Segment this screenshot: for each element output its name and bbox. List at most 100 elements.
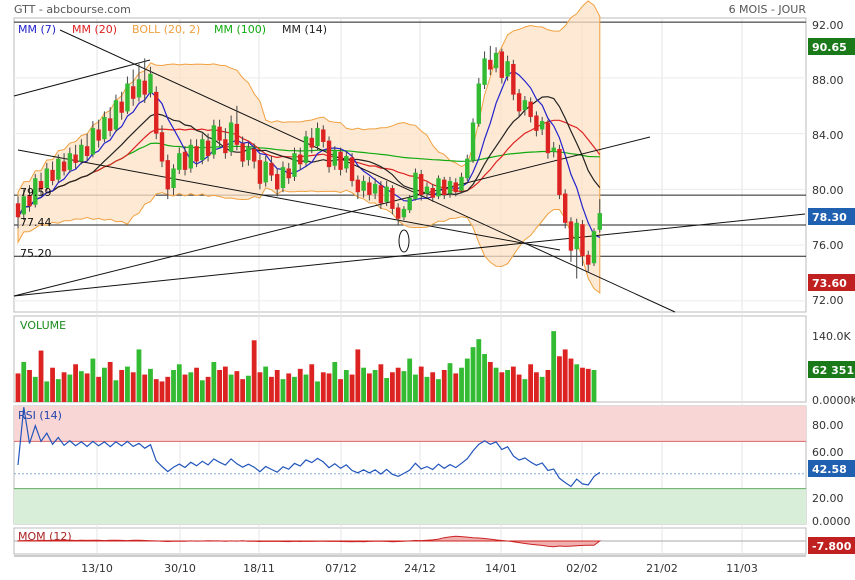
candle-body: [413, 172, 418, 200]
volume-bar-100: [585, 368, 591, 402]
candle-51: [303, 130, 309, 168]
level-label-1: 79.59: [20, 186, 52, 199]
volume-bar-69: [407, 358, 413, 402]
candle-10: [67, 147, 73, 173]
volume-bar-39: [234, 371, 240, 402]
volume-bar-29: [176, 364, 182, 402]
volume-bar-35: [211, 362, 217, 402]
candle-101: [591, 228, 597, 267]
level-label-2: 77.44: [20, 216, 52, 229]
rsi-last-box: [808, 460, 855, 477]
candle-55: [326, 136, 332, 173]
candle-body: [344, 155, 349, 169]
volume-bar-63: [372, 370, 378, 402]
candle-29: [177, 147, 182, 175]
candle-5: [38, 172, 44, 195]
mm20-line: [17, 119, 601, 218]
candle-body: [309, 137, 314, 148]
candle-1: [15, 196, 21, 229]
volume-bar-24: [148, 368, 153, 402]
candle-20: [125, 76, 130, 115]
volume-bar-64: [378, 364, 384, 402]
volume-bar-99: [580, 367, 585, 402]
candle-body: [419, 174, 424, 195]
candle-89: [522, 96, 528, 116]
volume-bar-46: [274, 370, 280, 402]
candle-54: [321, 125, 326, 148]
candle-body: [171, 168, 176, 188]
volume-bar-4: [32, 376, 38, 402]
candle-15: [96, 119, 101, 148]
candle-body: [482, 58, 487, 85]
candle-body: [56, 158, 61, 180]
candle-46: [275, 168, 280, 197]
candle-body: [470, 122, 476, 161]
volume-bar-36: [217, 370, 222, 402]
volume-bar-12: [78, 371, 84, 402]
candle-28: [171, 164, 176, 195]
legend-mm14: MM (14): [282, 23, 327, 36]
candle-body: [257, 160, 263, 184]
x-tick-1: 13/10: [81, 562, 113, 575]
high-marker-value: 90.65: [812, 41, 847, 54]
candle-body: [401, 208, 407, 218]
candle-body: [447, 181, 453, 194]
candle-body: [38, 181, 44, 190]
candle-body: [332, 150, 337, 166]
volume-bar-49: [292, 376, 297, 402]
trend-line-4: [59, 29, 676, 313]
candle-98: [574, 218, 579, 279]
candle-6: [44, 162, 49, 191]
candle-body: [298, 154, 303, 165]
candle-80: [470, 118, 476, 163]
candle-body: [597, 213, 602, 230]
candle-32: [194, 139, 199, 168]
candle-body: [493, 52, 499, 69]
candle-100: [586, 250, 591, 272]
rsi-tick-0: 0.0000: [812, 515, 851, 528]
volume-bar-90: [528, 364, 534, 402]
volume-bar-33: [199, 380, 205, 402]
candle-72: [424, 182, 430, 198]
volume-bar-66: [390, 372, 395, 402]
candle-86: [505, 55, 510, 81]
candle-48: [286, 162, 291, 184]
candle-58: [344, 151, 349, 173]
candle-40: [240, 136, 245, 168]
candle-body: [563, 193, 568, 223]
candle-body: [459, 176, 464, 191]
volume-bar-80: [470, 347, 476, 402]
low-marker-value: 73.60: [812, 277, 847, 290]
rsi-title: RSI (14): [18, 409, 62, 422]
volume-bar-78: [459, 367, 464, 402]
candle-body: [591, 231, 597, 264]
candle-79: [465, 154, 470, 182]
candle-body: [499, 51, 505, 78]
candle-88: [516, 89, 522, 117]
volume-bar-13: [84, 373, 90, 402]
trend-line-3: [13, 136, 651, 297]
candle-45: [269, 155, 274, 182]
candle-body: [586, 254, 591, 265]
candle-body: [407, 197, 412, 211]
candle-66: [390, 185, 395, 215]
candle-body: [113, 100, 119, 130]
candle-body: [436, 178, 441, 197]
candle-body: [511, 63, 516, 95]
x-tick-7: 02/02: [566, 562, 598, 575]
volume-bar-7: [50, 367, 55, 402]
volume-bar-9: [61, 372, 67, 402]
volume-bar-43: [257, 372, 263, 402]
candle-43: [257, 154, 263, 190]
volume-bar-77: [453, 373, 459, 402]
price-legend: MM (7) MM (20) BOLL (20, 2) MM (100) MM …: [18, 23, 327, 36]
volume-bar-52: [309, 364, 315, 402]
volume-bar-55: [326, 373, 332, 402]
candle-42: [251, 143, 257, 169]
volume-last-box: [808, 361, 855, 378]
candle-body: [275, 174, 280, 190]
candle-body: [33, 178, 38, 205]
candle-77: [453, 178, 458, 197]
candle-body: [539, 121, 545, 130]
bollinger-area: [17, 0, 601, 295]
